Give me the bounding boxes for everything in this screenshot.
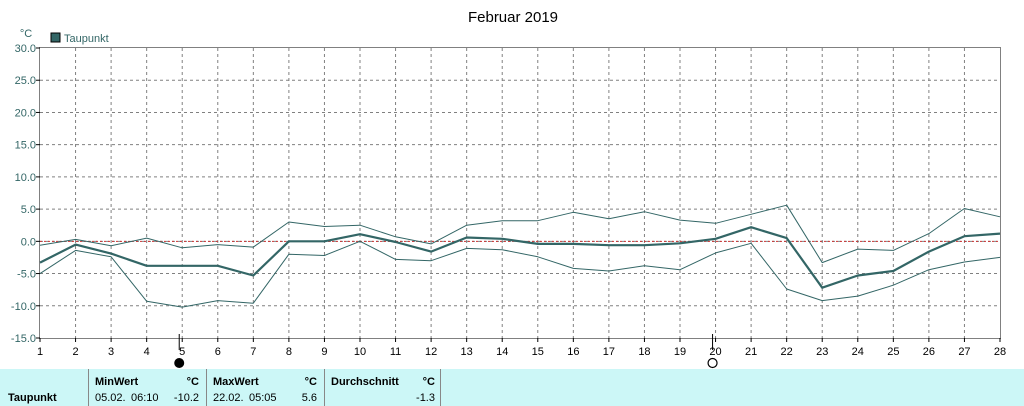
grid [40,48,1000,338]
series-line-mean [39,226,1001,289]
x-tick-label: 16 [567,346,579,358]
y-axis: 30.0 25.0 20.0 15.0 10.0 5.0 0.0 -5.0 -10.0 -15.0 [11,43,40,345]
moon-phase-markers [174,334,718,369]
legend-swatch [50,32,61,43]
x-tick-label: 1 [37,346,43,358]
x-tick-label: 21 [745,346,757,358]
x-tick-label: 23 [816,346,828,358]
stats-max-unit: °C [304,376,317,388]
new-moon-icon [174,358,185,368]
dewpoint-chart: Februar 2019 °C Taupunkt 30.025.020.015.… [11,9,1006,369]
x-tick-label: 24 [852,346,864,358]
legend-label: Taupunkt [64,33,109,45]
y-tick-label: 20.0 [15,107,36,119]
x-axis: 1 2 3 4 5 6 7 8 9 10 11 12 13 14 15 16 17 18 19 20 21 22 23 24 2… [37,338,1006,358]
series-line-min [39,240,1001,308]
stats-min-unit: °C [186,376,199,388]
y-unit-label: °C [20,28,32,40]
stats-max-date: 22.02. [213,392,244,404]
stats-avg-unit: °C [422,376,435,388]
y-tick-label: -5.0 [17,269,36,281]
x-tick-label: 14 [496,346,508,358]
stats-avg-cell: Durchschnitt °C -1.3 [324,369,441,406]
x-tick-label: 26 [923,346,935,358]
stats-max-label: MaxWert [213,376,259,388]
series-line-max [39,204,1001,264]
y-tick-label: 0.0 [21,236,36,248]
y-tick-label: -10.0 [11,301,36,313]
x-tick-label: 25 [887,346,899,358]
x-tick-label: 3 [108,346,114,358]
x-tick-label: 12 [425,346,437,358]
x-tick-label: 8 [286,346,292,358]
x-tick-label: 22 [781,346,793,358]
stats-min-value: -10.2 [173,392,199,404]
x-tick-label: 2 [72,346,78,358]
full-moon-icon [707,357,718,369]
stats-row-label: Taupunkt [8,392,57,404]
x-tick-label: 10 [354,346,366,358]
x-tick-label: 15 [532,346,544,358]
series-lines [39,204,1001,308]
stats-empty-cell [440,369,1024,406]
stats-avg-label: Durchschnitt [331,376,399,388]
stats-min-label: MinWert [95,376,139,388]
stats-max-cell: MaxWert °C 22.02. 05:05 5.6 [206,369,325,406]
y-tick-label: 30.0 [15,43,36,55]
x-tick-label: 27 [958,346,970,358]
x-tick-label: 18 [638,346,650,358]
stats-min-date: 05.02. [95,392,126,404]
stats-min-time: 06:10 [131,392,159,404]
y-tick-label: 25.0 [15,75,36,87]
x-tick-label: 28 [994,346,1006,358]
stats-min-cell: MinWert °C 05.02. 06:10 -10.2 [88,369,207,406]
x-tick-label: 20 [709,346,721,358]
x-tick-label: 17 [603,346,615,358]
y-tick-label: 10.0 [15,172,36,184]
x-tick-label: 9 [321,346,327,358]
stats-max-value: 5.6 [301,392,317,404]
x-tick-label: 5 [179,346,185,358]
stats-avg-value: -1.3 [416,392,435,404]
x-tick-label: 19 [674,346,686,358]
x-tick-label: 11 [390,346,401,358]
y-tick-label: 15.0 [15,140,36,152]
x-tick-label: 4 [144,346,150,358]
chart-title: Februar 2019 [468,9,558,26]
x-tick-label: 7 [250,346,256,358]
y-tick-label: -15.0 [11,333,36,345]
plot-area [39,47,1001,339]
y-tick-label: 5.0 [21,204,36,216]
x-tick-label: 6 [215,346,221,358]
x-tick-label: 13 [461,346,473,358]
statistics-bar: Taupunkt MinWert °C 05.02. 06:10 -10.2 M… [0,369,1024,406]
stats-max-time: 05:05 [249,392,277,404]
